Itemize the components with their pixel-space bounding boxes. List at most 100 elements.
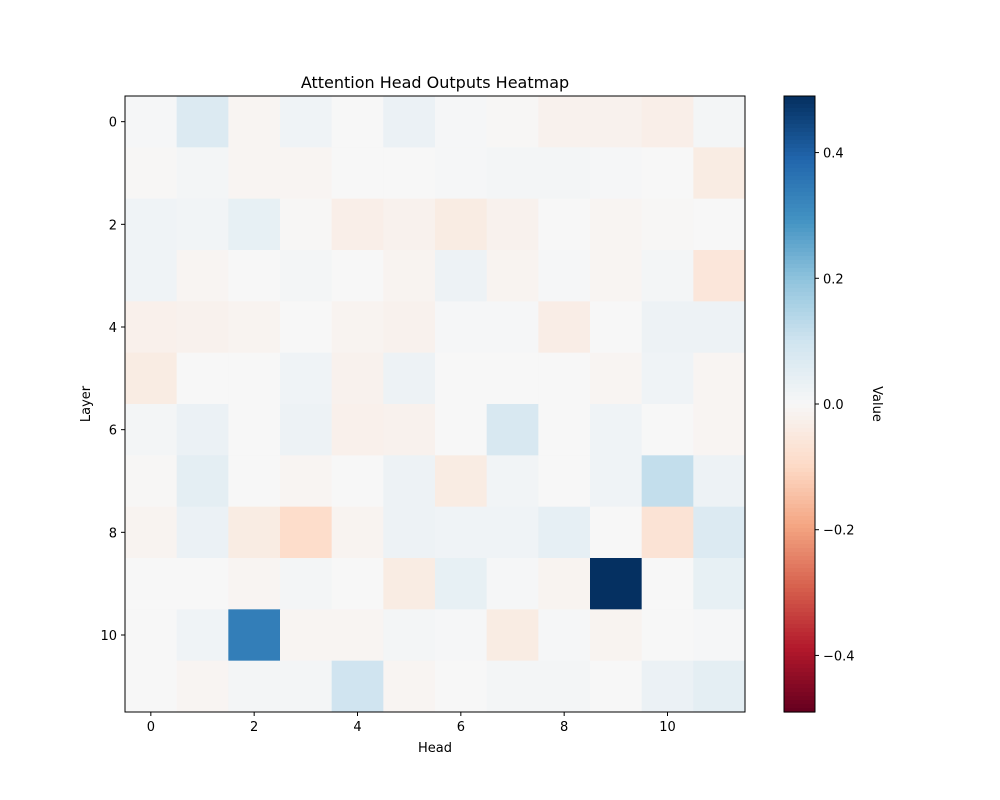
heatmap-cell — [538, 660, 591, 713]
colorbar-segment — [784, 328, 815, 333]
heatmap-cell — [383, 352, 436, 405]
colorbar-segment — [784, 396, 815, 401]
colorbar-segment — [784, 564, 815, 569]
heatmap-cell — [331, 147, 384, 200]
heatmap-cell — [590, 609, 643, 662]
heatmap-cell — [331, 455, 384, 508]
y-axis-label: Layer — [79, 385, 94, 422]
colorbar-segment — [784, 316, 815, 321]
colorbar-segment — [784, 240, 815, 245]
colorbar-segment — [784, 380, 815, 385]
heatmap-cell — [538, 404, 591, 456]
colorbar-segment — [784, 112, 815, 117]
colorbar-segment — [784, 180, 815, 185]
colorbar-segment — [784, 124, 815, 129]
colorbar-segment — [784, 552, 815, 557]
colorbar-segment — [784, 572, 815, 577]
heatmap-cell — [176, 404, 229, 456]
colorbar-segment — [784, 232, 815, 237]
heatmap-cell — [228, 198, 281, 251]
heatmap-cell — [538, 147, 591, 200]
heatmap-cell — [486, 455, 539, 508]
heatmap-cell — [486, 250, 539, 302]
colorbar-segment — [784, 252, 815, 257]
heatmap-cell — [693, 96, 746, 148]
colorbar-segment — [784, 504, 815, 509]
colorbar-segment — [784, 164, 815, 169]
colorbar-segment — [784, 276, 815, 281]
colorbar-segment — [784, 704, 815, 709]
colorbar-segment — [784, 172, 815, 177]
colorbar-segment — [784, 540, 815, 545]
heatmap-cell — [331, 404, 384, 456]
heatmap-cell — [331, 506, 384, 559]
colorbar-segment — [784, 200, 815, 205]
x-tick-label: 0 — [147, 720, 155, 735]
colorbar-segment — [784, 292, 815, 297]
colorbar-segment — [784, 496, 815, 501]
heatmap-cell — [641, 506, 694, 559]
heatmap-cell — [331, 660, 384, 713]
colorbar-segment — [784, 236, 815, 241]
colorbar-segment — [784, 300, 815, 305]
heatmap-cell — [538, 96, 591, 148]
colorbar-segment — [784, 188, 815, 193]
colorbar-segment — [784, 580, 815, 585]
heatmap-cell — [383, 147, 436, 200]
colorbar-segment — [784, 348, 815, 353]
heatmap-cell — [641, 352, 694, 405]
colorbar-segment — [784, 372, 815, 377]
heatmap-cell — [280, 250, 333, 302]
colorbar-segment — [784, 612, 815, 617]
colorbar-segment — [784, 652, 815, 657]
heatmap-cell — [125, 250, 178, 302]
colorbar-segment — [784, 192, 815, 197]
colorbar-segment — [784, 440, 815, 445]
heatmap-cell — [331, 609, 384, 662]
heatmap-cell — [641, 660, 694, 713]
heatmap-cell — [435, 147, 488, 200]
colorbar-segment — [784, 592, 815, 597]
colorbar-label: Value — [869, 386, 884, 422]
colorbar-segment — [784, 688, 815, 693]
colorbar-segment — [784, 476, 815, 481]
heatmap-cell — [176, 609, 229, 662]
colorbar-segment — [784, 516, 815, 521]
colorbar-segment — [784, 632, 815, 637]
heatmap-cell — [486, 352, 539, 405]
colorbar-segment — [784, 356, 815, 361]
colorbar-segment — [784, 584, 815, 589]
heatmap-cell — [383, 96, 436, 148]
heatmap-cell — [125, 96, 178, 148]
colorbar-segment — [784, 444, 815, 449]
colorbar-segment — [784, 616, 815, 621]
heatmap-cell — [280, 96, 333, 148]
heatmap-cell — [228, 250, 281, 302]
colorbar-segment — [784, 96, 815, 101]
colorbar-segment — [784, 500, 815, 505]
colorbar-segment — [784, 100, 815, 105]
heatmap-cell — [125, 558, 178, 610]
heatmap-cell — [693, 609, 746, 662]
heatmap-cell — [176, 660, 229, 713]
heatmap-cell — [590, 660, 643, 713]
x-tick-label: 8 — [560, 720, 568, 735]
colorbar-segment — [784, 228, 815, 233]
colorbar-segment — [784, 168, 815, 173]
heatmap-cell — [176, 558, 229, 610]
heatmap-cell — [125, 198, 178, 251]
colorbar-segment — [784, 636, 815, 641]
colorbar-segment — [784, 544, 815, 549]
y-tick-label: 8 — [109, 526, 117, 541]
colorbar-tick-label: 0.2 — [823, 272, 844, 287]
colorbar-segment — [784, 104, 815, 109]
colorbar-segment — [784, 160, 815, 165]
y-tick-label: 4 — [109, 321, 117, 336]
heatmap-cell — [486, 147, 539, 200]
colorbar-segment — [784, 532, 815, 537]
heatmap-cell — [590, 352, 643, 405]
heatmap-cell — [641, 250, 694, 302]
colorbar-segment — [784, 400, 815, 405]
heatmap-cell — [693, 352, 746, 405]
